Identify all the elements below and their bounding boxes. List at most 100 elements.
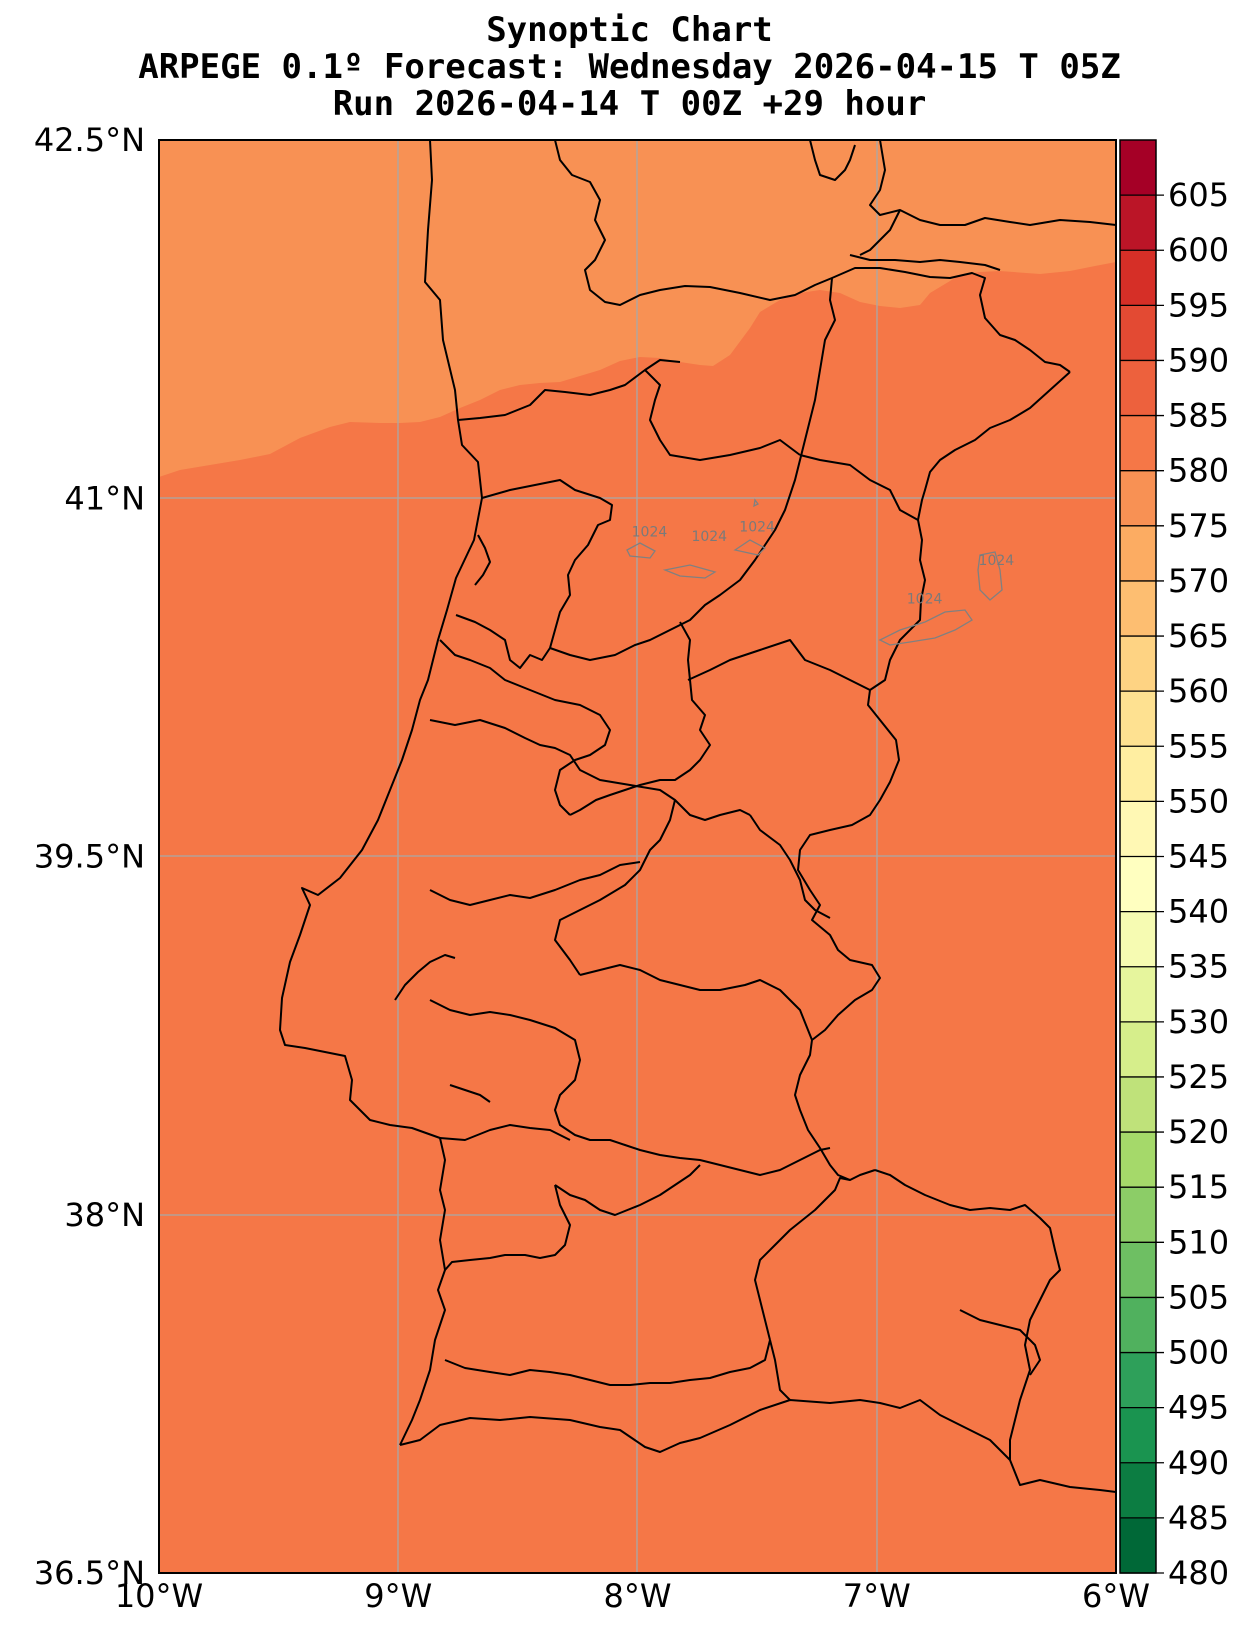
colorbar-segment xyxy=(1120,1297,1156,1354)
colorbar-segment xyxy=(1120,1242,1156,1299)
colorbar-segment xyxy=(1120,691,1156,747)
lat-tick-label: 39.5°N xyxy=(34,838,145,876)
border-district-5 xyxy=(569,621,711,816)
colorbar-label: 585 xyxy=(1168,397,1229,435)
colorbar-label: 495 xyxy=(1168,1389,1229,1427)
colorbar-segment xyxy=(1120,140,1156,196)
colorbar-label: 515 xyxy=(1168,1168,1229,1206)
colorbar-label: 595 xyxy=(1168,286,1229,324)
border-district-10 xyxy=(749,814,831,919)
border-spain-ne-2 xyxy=(869,140,1116,226)
colorbar-label: 605 xyxy=(1168,176,1229,214)
border-district-6 xyxy=(799,454,919,521)
chart-title: Synoptic Chart ARPEGE 0.1º Forecast: Wed… xyxy=(0,12,1259,123)
colorbar-segment xyxy=(1120,1076,1156,1133)
colorbar-segment xyxy=(1120,1407,1156,1464)
colorbar-segment xyxy=(1120,1462,1156,1519)
colorbar-label: 560 xyxy=(1168,672,1229,710)
longitude-tick-labels: 10°W 9°W 8°W 7°W 6°W xyxy=(115,1577,1150,1615)
isobar-label-0: 1024 xyxy=(632,524,668,540)
colorbar-label: 550 xyxy=(1168,782,1229,820)
colorbar-segment xyxy=(1120,195,1156,251)
border-guadiana xyxy=(874,1169,1061,1460)
isobar-labels: 1024 1024 1024 1024 1024 xyxy=(632,520,1015,608)
coastline-south xyxy=(399,1399,1116,1493)
border-district-12 xyxy=(579,964,813,1041)
colorbar-segment xyxy=(1120,966,1156,1023)
colorbar-label: 480 xyxy=(1168,1554,1229,1592)
border-spain-ne-3 xyxy=(859,209,901,256)
border-district-17 xyxy=(444,1184,571,1271)
colorbar-label: 565 xyxy=(1168,617,1229,655)
colorbar-segment xyxy=(1120,1352,1156,1409)
isobar-label-4: 1024 xyxy=(907,591,943,607)
isobar-label-2: 1024 xyxy=(739,520,775,536)
border-district-19 xyxy=(754,1177,851,1341)
border-district-16 xyxy=(554,1164,701,1216)
coastline-and-borders xyxy=(279,140,1116,1493)
latitude-tick-labels: 42.5°N 41°N 39.5°N 38°N 36.5°N xyxy=(34,121,145,1592)
lat-tick-label: 36.5°N xyxy=(34,1554,145,1592)
colorbar-segment xyxy=(1120,1132,1156,1188)
border-district-9 xyxy=(429,719,751,821)
border-district-15 xyxy=(439,1124,571,1141)
border-spain-north xyxy=(554,140,1071,373)
colorbar-segment xyxy=(1120,911,1156,968)
colorbar-label: 535 xyxy=(1168,948,1229,986)
lat-tick-label: 38°N xyxy=(64,1196,145,1234)
colorbar-label: 505 xyxy=(1168,1278,1229,1316)
title-line-3: Run 2026-04-14 T 00Z +29 hour xyxy=(332,84,927,124)
title-line-2: ARPEGE 0.1º Forecast: Wednesday 2026-04-… xyxy=(138,47,1121,87)
border-district-11 xyxy=(554,799,676,976)
border-district-2 xyxy=(455,479,613,669)
lat-tick-label: 42.5°N xyxy=(34,121,145,159)
lat-tick-label: 41°N xyxy=(64,479,145,517)
title-line-1: Synoptic Chart xyxy=(486,10,773,50)
colorbar-label: 530 xyxy=(1168,1003,1229,1041)
border-spain-inland xyxy=(959,1309,1041,1376)
colorbar-segment xyxy=(1120,305,1156,362)
border-spain-east xyxy=(794,371,1071,1181)
lon-tick-label: 9°W xyxy=(364,1577,432,1615)
border-district-1 xyxy=(457,359,681,421)
colorbar-segment xyxy=(1120,801,1156,858)
map-frame xyxy=(158,139,1117,1574)
lon-tick-label: 7°W xyxy=(843,1577,911,1615)
colorbar-label: 555 xyxy=(1168,727,1229,765)
estuary-tagus xyxy=(394,954,456,1001)
colorbar-label: 590 xyxy=(1168,341,1229,379)
colorbar-segment xyxy=(1120,1517,1156,1574)
colorbar-label: 525 xyxy=(1168,1058,1229,1096)
colorbar-label: 520 xyxy=(1168,1113,1229,1151)
isobar-label-1: 1024 xyxy=(691,529,727,545)
colorbar-segment xyxy=(1120,360,1156,417)
colorbar-label: 485 xyxy=(1168,1499,1229,1537)
border-district-7 xyxy=(687,639,871,691)
border-spain-ne xyxy=(849,254,1001,271)
lon-tick-label: 8°W xyxy=(604,1577,672,1615)
lon-tick-label: 10°W xyxy=(115,1577,203,1615)
colorbar-segment xyxy=(1120,580,1156,637)
colorbar-segment xyxy=(1120,415,1156,472)
colorbar-segment xyxy=(1120,856,1156,913)
border-district-4 xyxy=(644,369,801,461)
lon-tick-label: 6°W xyxy=(1082,1577,1150,1615)
border-district-3 xyxy=(549,277,836,661)
border-district-8 xyxy=(439,639,611,816)
colorbar-label: 600 xyxy=(1168,231,1229,269)
colorbar-label: 575 xyxy=(1168,507,1229,545)
ria-aveiro xyxy=(474,534,491,586)
colorbar-label: 540 xyxy=(1168,893,1229,931)
colorbar-label: 545 xyxy=(1168,838,1229,876)
border-spain-n-inland xyxy=(809,140,856,181)
border-district-14 xyxy=(429,999,831,1176)
colorbar-label: 570 xyxy=(1168,562,1229,600)
isobar-label-3: 1024 xyxy=(979,553,1015,569)
border-district-18 xyxy=(444,1339,771,1386)
isobar-1024-contours xyxy=(626,498,1003,646)
colorbar-label: 510 xyxy=(1168,1223,1229,1261)
gridlines xyxy=(159,140,1116,1573)
coastline-west xyxy=(279,140,483,1446)
border-district-20 xyxy=(769,1339,791,1401)
